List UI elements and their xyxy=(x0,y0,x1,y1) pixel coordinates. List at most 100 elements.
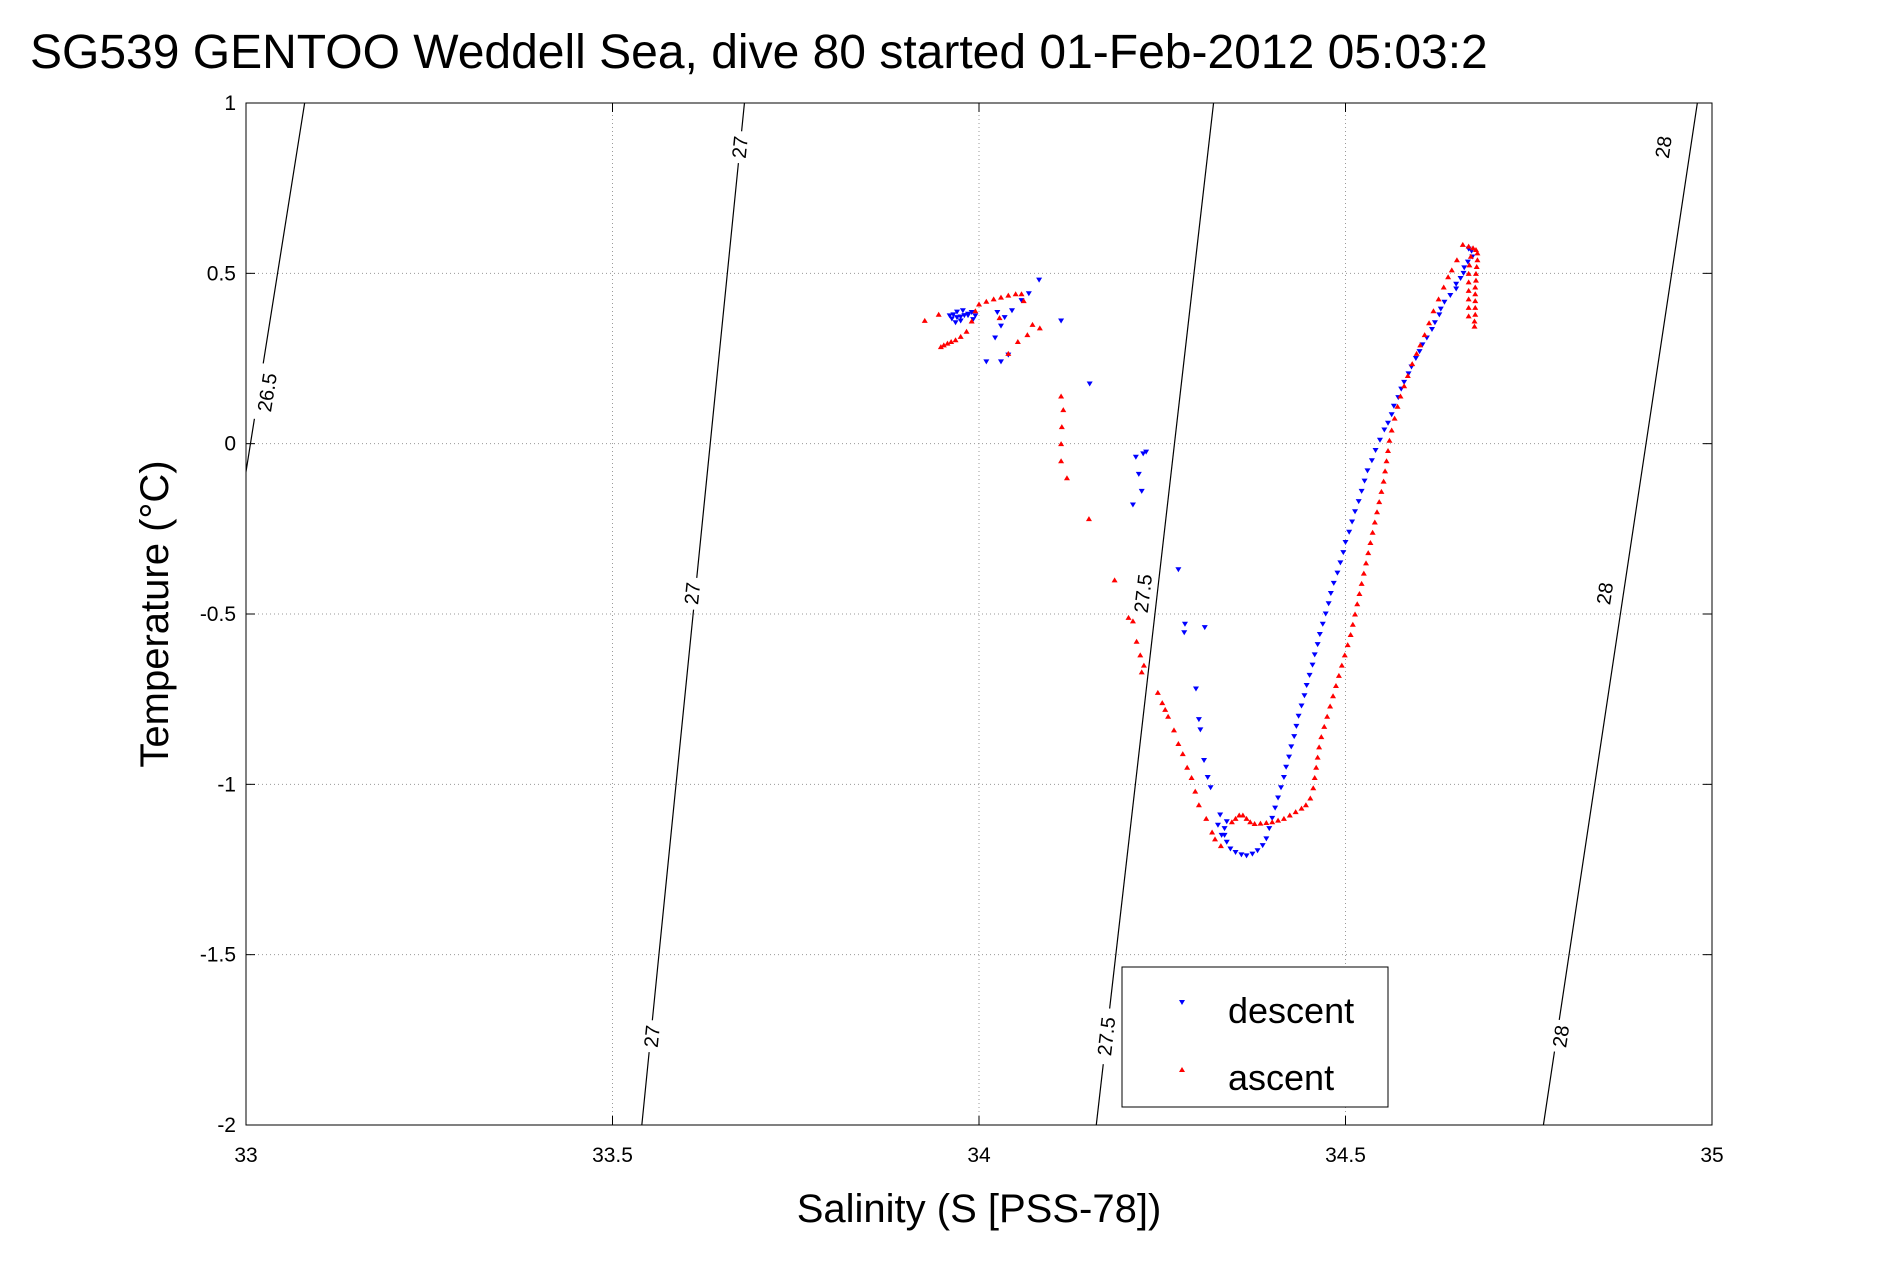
descent-point xyxy=(1453,286,1460,292)
descent-point xyxy=(997,323,1004,329)
descent-point xyxy=(1342,539,1349,545)
ascent-point xyxy=(1472,291,1479,297)
ascent-point xyxy=(1029,321,1036,327)
ascent-point xyxy=(935,311,942,317)
ascent-point xyxy=(1380,478,1387,484)
ascent-point xyxy=(1311,775,1318,781)
descent-point xyxy=(1325,601,1332,607)
descent-point xyxy=(992,335,999,341)
ascent-point xyxy=(1474,257,1481,263)
contour-label-bg xyxy=(639,1019,667,1054)
ascent-point xyxy=(1445,274,1452,280)
descent-point xyxy=(1385,420,1392,426)
ascent-point xyxy=(1058,424,1065,430)
ascent-point xyxy=(1365,550,1372,556)
ascent-point xyxy=(1133,638,1140,644)
contour-label-bg xyxy=(251,363,285,423)
descent-point xyxy=(1221,826,1228,832)
descent-point xyxy=(1201,625,1208,631)
ascent-point xyxy=(1465,304,1472,310)
ascent-point xyxy=(1344,642,1351,648)
descent-point xyxy=(1361,478,1368,484)
ascent-point xyxy=(1179,751,1186,757)
ascent-point xyxy=(1386,437,1393,443)
descent-point xyxy=(1291,734,1298,740)
ascent-point xyxy=(1448,267,1455,273)
chart-title: SG539 GENTOO Weddell Sea, dive 80 starte… xyxy=(30,26,1488,79)
ascent-point xyxy=(1251,821,1258,827)
ascent-point xyxy=(976,301,982,307)
legend-descent-marker xyxy=(1179,1000,1185,1005)
descent-point xyxy=(1381,427,1388,433)
contour-label: 27.5 xyxy=(1094,1016,1120,1057)
descent-point xyxy=(1314,642,1321,648)
descent-point xyxy=(1238,852,1245,858)
descent-point xyxy=(1295,713,1302,719)
ascent-point xyxy=(1382,468,1389,474)
contour-label-bg xyxy=(1547,1018,1576,1055)
ascent-point xyxy=(1162,706,1169,712)
descent-point xyxy=(954,309,961,315)
ascent-point xyxy=(1472,298,1479,304)
descent-point xyxy=(1316,631,1323,637)
density-contour-line xyxy=(641,103,746,1125)
density-contour-line xyxy=(1542,103,1698,1125)
ascent-point xyxy=(1018,291,1025,297)
legend-ascent-marker xyxy=(1179,1067,1185,1072)
descent-point xyxy=(1086,381,1093,387)
ascent-point xyxy=(1352,611,1359,617)
descent-point xyxy=(1349,519,1356,525)
descent-point xyxy=(1376,437,1383,443)
ascent-point xyxy=(1440,284,1447,290)
ascent-point xyxy=(1212,836,1219,842)
x-tick-label: 33.5 xyxy=(592,1144,633,1167)
x-tick-label: 34.5 xyxy=(1325,1144,1366,1167)
x-axis-label: Salinity (S [PSS-78]) xyxy=(797,1187,1162,1231)
descent-point xyxy=(1232,849,1239,855)
ascent-point xyxy=(1466,262,1473,268)
ascent-point xyxy=(1138,669,1145,675)
descent-point xyxy=(1207,785,1214,791)
descent-point xyxy=(1390,403,1397,409)
ascent-point xyxy=(1472,277,1479,283)
descent-point xyxy=(1259,843,1266,849)
contour-label-bg xyxy=(1092,1007,1123,1066)
ascent-point xyxy=(1472,304,1479,310)
x-tick-label: 34 xyxy=(967,1144,991,1167)
legend: descent ascent xyxy=(1121,966,1389,1108)
ascent-point xyxy=(1192,788,1199,794)
ascent-point xyxy=(1024,332,1031,338)
ascent-point xyxy=(1465,270,1472,276)
ascent-point xyxy=(1453,257,1460,263)
ascent-point xyxy=(1467,253,1474,259)
ascent-point xyxy=(1465,279,1472,285)
descent-point xyxy=(948,316,955,322)
ascent-point xyxy=(1188,775,1195,781)
ascent-point xyxy=(1063,475,1070,481)
ascent-point xyxy=(1125,614,1132,620)
descent-point xyxy=(1288,744,1295,750)
ascent-point xyxy=(972,308,979,314)
ascent-point xyxy=(1474,250,1481,256)
ascent-point xyxy=(1058,458,1065,464)
ascent-point xyxy=(990,296,997,302)
descent-point xyxy=(1132,454,1139,460)
descent-point xyxy=(983,359,990,365)
axis-ticks: 33 33.5 34 34.5 35 -2 -1.5 -1 -0.5 0 0.5 1 xyxy=(200,92,1724,1167)
ascent-point xyxy=(997,294,1004,300)
ascent-point xyxy=(1358,580,1365,586)
ascent-point xyxy=(1369,529,1376,535)
ascent-point xyxy=(957,333,964,339)
ascent-point xyxy=(1413,350,1420,356)
ascent-point xyxy=(1243,815,1250,821)
descent-point xyxy=(1453,281,1460,287)
ascent-point xyxy=(1321,723,1328,729)
descent-point xyxy=(1340,550,1347,556)
ascent-point xyxy=(948,338,955,344)
descent-point xyxy=(1223,839,1230,845)
y-tick-label: 0 xyxy=(224,433,236,456)
ascent-point xyxy=(1471,318,1478,324)
ascent-point xyxy=(963,328,970,334)
descent-point xyxy=(1405,371,1412,377)
